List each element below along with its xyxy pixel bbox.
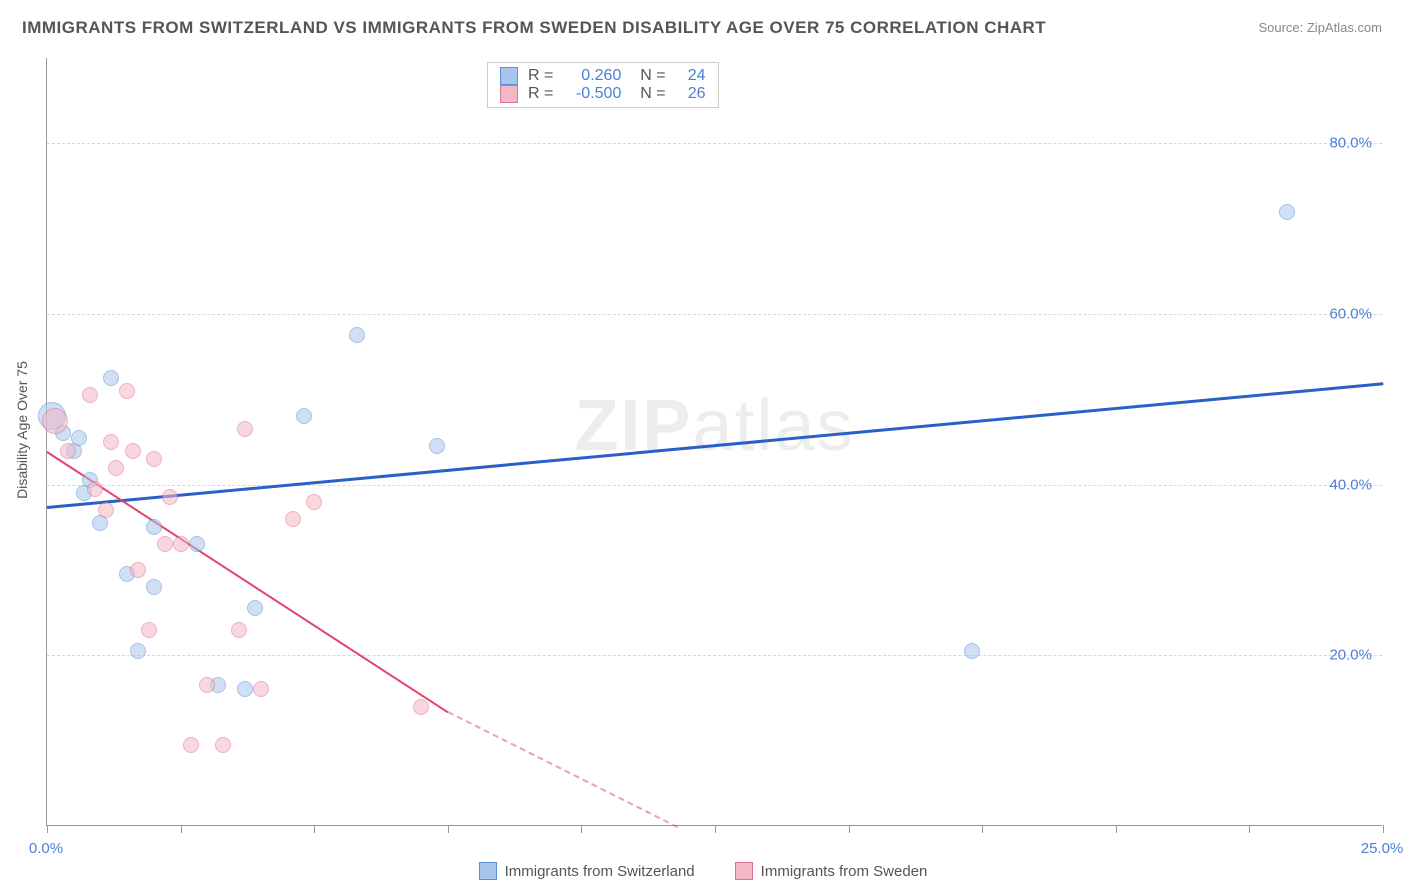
scatter-point [413,699,429,715]
scatter-point [125,443,141,459]
x-tick [1249,825,1250,833]
scatter-point [146,579,162,595]
stat-n-value: 26 [676,85,706,103]
scatter-point [429,438,445,454]
legend-swatch [735,862,753,880]
stat-n-value: 24 [676,67,706,85]
x-tick [581,825,582,833]
scatter-point [157,536,173,552]
scatter-point [141,622,157,638]
x-tick [314,825,315,833]
scatter-point [146,451,162,467]
stat-row: R = -0.500 N = 26 [500,85,706,103]
scatter-point [253,681,269,697]
scatter-point [1279,204,1295,220]
scatter-point [71,430,87,446]
stat-row: R = 0.260 N = 24 [500,67,706,85]
scatter-point [237,421,253,437]
scatter-point [162,489,178,505]
trend-line [47,382,1383,508]
x-tick-label: 0.0% [29,840,63,857]
trend-line [447,711,678,828]
gridline [47,485,1382,486]
gridline [47,314,1382,315]
scatter-point [130,562,146,578]
scatter-point [42,408,68,434]
x-tick [1116,825,1117,833]
y-tick-label: 80.0% [1329,135,1372,152]
trend-line [46,451,448,713]
stat-r-value: 0.260 [563,67,621,85]
stat-n-label: N = [631,67,665,85]
legend-label: Immigrants from Sweden [761,863,928,880]
scatter-point [146,519,162,535]
plot-area: ZIPatlas R =0.260 N =24R =-0.500 N =26 2… [46,58,1382,826]
scatter-point [183,737,199,753]
chart-title: IMMIGRANTS FROM SWITZERLAND VS IMMIGRANT… [22,18,1046,38]
gridline [47,143,1382,144]
legend-swatch [500,67,518,85]
scatter-point [87,481,103,497]
stat-r-label: R = [528,85,553,103]
stat-r-value: -0.500 [563,85,621,103]
y-axis-label: Disability Age Over 75 [14,361,30,499]
x-tick [47,825,48,833]
scatter-point [119,383,135,399]
scatter-point [349,327,365,343]
scatter-point [231,622,247,638]
y-tick-label: 20.0% [1329,647,1372,664]
watermark-thin: atlas [692,386,854,466]
scatter-point [199,677,215,693]
scatter-point [60,443,76,459]
legend-label: Immigrants from Switzerland [505,863,695,880]
x-tick [448,825,449,833]
gridline [47,655,1382,656]
scatter-point [189,536,205,552]
legend-swatch [479,862,497,880]
legend: Immigrants from Switzerland Immigrants fr… [0,862,1406,880]
scatter-point [215,737,231,753]
scatter-point [82,387,98,403]
x-tick [982,825,983,833]
scatter-point [964,643,980,659]
x-tick [849,825,850,833]
stat-n-label: N = [631,85,665,103]
scatter-point [296,408,312,424]
x-tick [715,825,716,833]
y-tick-label: 40.0% [1329,476,1372,493]
scatter-point [130,643,146,659]
x-tick-label: 25.0% [1361,840,1404,857]
correlation-stats-box: R = 0.260 N = 24 R = -0.500 N = 26 [487,62,719,108]
x-tick [181,825,182,833]
scatter-point [237,681,253,697]
scatter-point [173,536,189,552]
scatter-point [103,370,119,386]
scatter-point [103,434,119,450]
scatter-point [306,494,322,510]
legend-item: Immigrants from Switzerland [479,862,695,880]
legend-item: Immigrants from Sweden [735,862,928,880]
y-tick-label: 60.0% [1329,306,1372,323]
scatter-point [108,460,124,476]
stat-r-label: R = [528,67,553,85]
scatter-point [285,511,301,527]
legend-swatch [500,85,518,103]
chart-source: Source: ZipAtlas.com [1258,20,1382,35]
x-tick [1383,825,1384,833]
scatter-point [98,502,114,518]
scatter-point [247,600,263,616]
